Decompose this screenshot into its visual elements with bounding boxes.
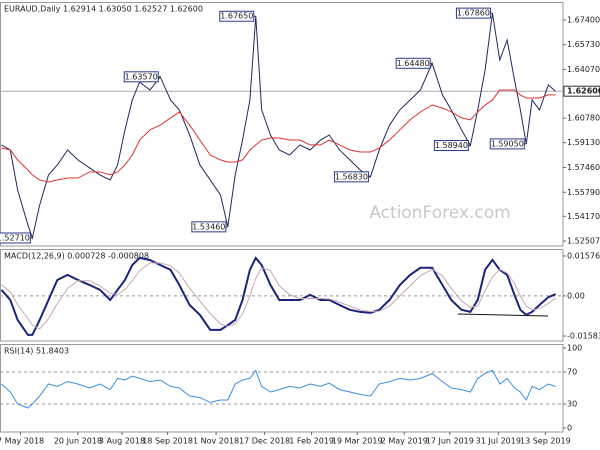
annotation-label: 1.58940 bbox=[435, 141, 468, 150]
x-tick-label: 3 Aug 2018 bbox=[99, 437, 145, 446]
y-tick-label: 1.55790 bbox=[567, 188, 600, 197]
y-tick-label: 1.54170 bbox=[567, 212, 600, 221]
y-tick-label: 70 bbox=[567, 368, 577, 377]
x-tick-label: 18 Sep 2018 bbox=[142, 437, 193, 446]
rsi-panel-frame bbox=[0, 344, 564, 433]
plot-area: 1.52710 1.63570 1.53460 1.67650 1.56830 1.644… bbox=[0, 7, 563, 409]
last-price-box bbox=[563, 85, 600, 97]
annotation-label: 1.59050 bbox=[491, 139, 524, 148]
annotation-box bbox=[455, 7, 491, 19]
annotation-box bbox=[333, 171, 369, 183]
y-tick-label: 1.57460 bbox=[567, 163, 600, 172]
y-tick-label: 1.67400 bbox=[567, 15, 600, 24]
price-panel-frame bbox=[0, 2, 564, 247]
y-tick-label: 30 bbox=[567, 400, 577, 409]
series-line bbox=[1, 13, 556, 240]
annotation-label: 1.63570 bbox=[125, 72, 158, 81]
annotation-box bbox=[395, 57, 431, 69]
annotation-label: 1.67860 bbox=[457, 9, 490, 18]
y-tick-label: 1.59130 bbox=[567, 138, 600, 147]
x-tick-label: 20 Jun 2018 bbox=[54, 437, 102, 446]
y-tick-label: 1.52507 bbox=[567, 236, 600, 245]
x-tick-label: 31 Jul 2019 bbox=[476, 437, 521, 446]
annotation-label: 1.56830 bbox=[335, 172, 368, 181]
y-tick-label: 100 bbox=[567, 344, 582, 353]
annotation-box bbox=[123, 71, 159, 83]
y-tick-label: 1.65730 bbox=[567, 40, 600, 49]
annotation-box bbox=[0, 232, 31, 244]
y-tick-label: 0.015762 bbox=[567, 252, 600, 261]
macd-panel-frame bbox=[0, 249, 564, 342]
x-tick-label: 1 Nov 2018 bbox=[193, 437, 239, 446]
y-tick-label: 0.00 bbox=[567, 291, 585, 300]
series-line bbox=[0, 256, 557, 336]
x-tick-label: 2 May 2019 bbox=[381, 437, 428, 446]
x-tick-label: 1 Feb 2019 bbox=[289, 437, 334, 446]
series-line bbox=[1, 369, 556, 409]
series-line bbox=[1, 262, 556, 330]
x-tick-label: 13 Sep 2019 bbox=[520, 437, 571, 446]
x-tick-label: 7 May 2018 bbox=[0, 437, 44, 446]
y-tick-label: 1.60780 bbox=[567, 114, 600, 123]
annotation-label: 1.67650 bbox=[220, 12, 253, 21]
rsi-title: RSI(14) 51.8403 bbox=[4, 347, 69, 356]
annotation-label: 1.53460 bbox=[192, 222, 225, 231]
macd-trendline bbox=[457, 313, 549, 317]
x-tick-label: 17 Dec 2018 bbox=[239, 437, 290, 446]
annotation-label: 1.52710 bbox=[0, 233, 30, 242]
x-tick-label: 17 Jun 2019 bbox=[426, 437, 474, 446]
series-line bbox=[1, 89, 556, 183]
x-tick-label: 19 Mar 2019 bbox=[332, 437, 383, 446]
macd-title: MACD(12,26,9) 0.000728 -0.000808 bbox=[4, 252, 149, 261]
annotation-box bbox=[219, 10, 255, 22]
y-tick-label: -0.015834 bbox=[567, 331, 600, 340]
price-title: EURAUD,Daily 1.62914 1.63050 1.62527 1.6… bbox=[4, 5, 203, 14]
watermark: ActionForex.com bbox=[369, 203, 510, 223]
y-tick-label: 1.64070 bbox=[567, 65, 600, 74]
annotation-box bbox=[191, 221, 227, 233]
annotation-box bbox=[433, 140, 469, 152]
annotation-box bbox=[489, 138, 525, 150]
last-price-label: 1.62600 bbox=[567, 87, 600, 96]
annotation-label: 1.64480 bbox=[397, 59, 430, 68]
y-tick-label: 0 bbox=[567, 424, 572, 433]
